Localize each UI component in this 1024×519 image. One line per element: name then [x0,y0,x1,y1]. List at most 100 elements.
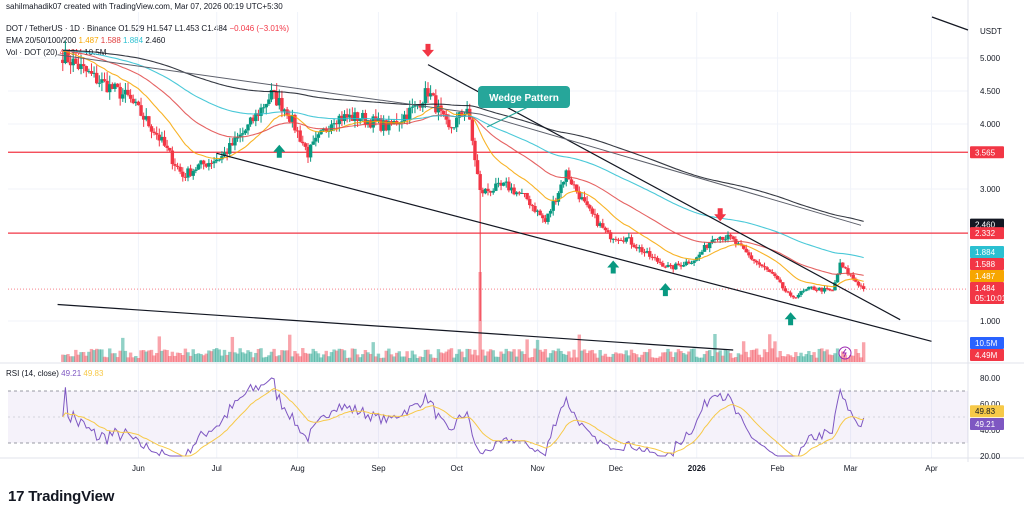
candle-body [201,160,206,164]
down-arrow-marker [422,43,434,57]
ema-legend[interactable]: EMA 20/50/100/200 1.487 1.588 1.884 2.46… [6,36,165,46]
candle-body [473,140,477,161]
candle-body [504,181,508,183]
volume-bar [100,349,104,362]
volume-bar [760,357,764,362]
candle-body [634,247,639,249]
candle-body [710,239,715,243]
volume-bar [564,354,568,362]
volume-bar [499,351,503,362]
upper-trendline [57,54,862,226]
volume-bar [689,348,694,362]
volume-bar [744,351,748,362]
volume-bar [512,349,516,362]
candle-body [61,59,65,64]
candle-body [431,93,435,96]
candle-body [76,63,81,69]
candle-body [491,190,495,193]
volume-bar [225,354,229,362]
volume-bar [280,350,284,362]
volume-bar [251,357,255,362]
volume-bar [173,355,177,362]
volume-bar [118,350,122,362]
candle-body [126,89,130,95]
volume-bar [87,351,91,362]
up-arrow-marker [607,260,620,274]
volume-bar [457,349,462,362]
upper-trendline-extension [931,16,969,31]
volume-bar [71,356,75,362]
candle-body [603,227,608,231]
candle-body [572,184,576,186]
wedge-pattern-callout[interactable] [478,86,570,108]
volume-bar [590,349,595,362]
volume-bar [525,339,529,362]
volume-bar [454,353,459,362]
volume-bar [535,339,540,362]
volume-bar [162,349,167,362]
lightning-icon[interactable] [838,346,852,360]
volume-bar [79,352,83,362]
volume-value: 4.49M [59,48,82,57]
volume-bar [734,357,738,362]
candle-body [449,127,454,129]
candle-body [454,117,459,128]
volume-bar [817,348,822,362]
candle-body [541,215,545,219]
candle-body [535,210,540,212]
candle-body [666,264,670,268]
volume-bar [830,355,835,362]
volume-bar [504,348,508,362]
volume-bar [444,351,448,362]
candle-body [413,104,417,107]
volume-bar [76,354,81,362]
volume-bar [726,350,730,362]
candle-body [384,120,388,131]
ohlc-change: −0.046 (−3.01%) [229,24,290,33]
volume-bar [353,348,357,362]
candle-body [267,99,271,104]
candle-body [324,128,328,132]
candle-body [243,130,248,134]
volume-bar [350,348,355,362]
symbol-name[interactable]: DOT / TetherUS · 1D · Binance [6,24,116,33]
volume-bar [212,349,216,362]
candle-body [306,146,310,158]
volume-bar [634,354,639,362]
volume-bar [207,350,211,362]
candle-body [522,193,527,195]
time-axis-tick: Mar [844,464,858,473]
volume-bar [413,354,417,362]
candle-body [663,266,668,268]
candle-body [71,58,75,66]
candle-body [110,84,115,89]
volume-bar [387,348,391,362]
volume-bar [74,349,78,362]
candle-body [577,191,582,200]
candle-body [295,130,300,132]
volume-bar [770,348,775,362]
candle-body [681,265,686,267]
volume-bar [436,349,441,362]
volume-bar [84,355,88,362]
volume-bar [165,350,169,362]
volume-bar [710,356,715,362]
volume-bar [68,356,73,362]
candle-body [593,213,597,215]
volume-bar [833,353,837,362]
candle-body [773,273,777,277]
volume-bar [363,349,368,362]
candle-body [118,86,122,99]
volume-bar [642,351,647,362]
symbol-header: DOT / TetherUS · 1D · Binance O1.529 H1.… [6,24,289,34]
candle-body [848,274,853,276]
volume-bar [483,355,488,362]
candle-body [128,94,133,99]
volume-bar [402,356,407,362]
candle-body [762,266,767,268]
rsi-legend[interactable]: RSI (14, close) 49.21 49.83 [6,369,103,378]
volume-bar [671,356,675,362]
candle-body [723,239,728,241]
candle-body [624,237,628,242]
